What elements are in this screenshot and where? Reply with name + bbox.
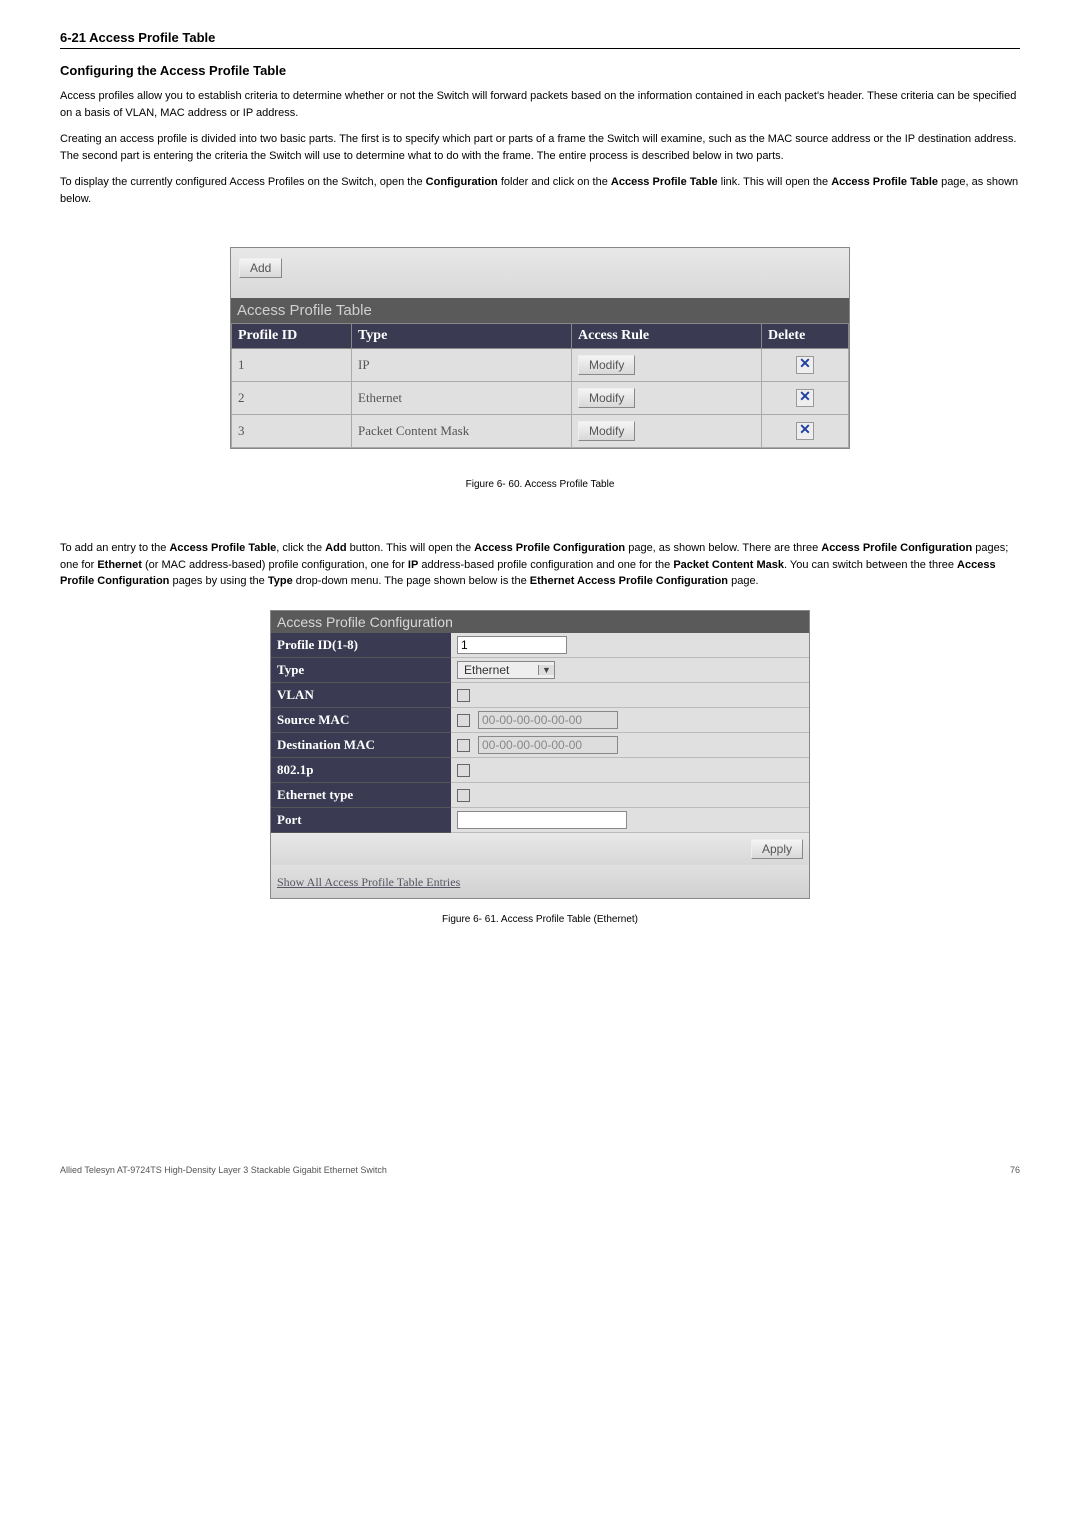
delete-icon[interactable]: ✕ <box>796 422 814 440</box>
modify-button[interactable]: Modify <box>578 355 635 375</box>
eth-type-checkbox[interactable] <box>457 789 470 802</box>
modify-button[interactable]: Modify <box>578 421 635 441</box>
col-profile-id: Profile ID <box>232 324 352 349</box>
label-type: Type <box>271 657 451 682</box>
access-profile-table: Profile ID Type Access Rule Delete 1 IP … <box>231 323 849 448</box>
col-delete: Delete <box>762 324 849 349</box>
paragraph-4: To add an entry to the Access Profile Ta… <box>60 540 1020 590</box>
table-row: 3 Packet Content Mask Modify ✕ <box>232 415 849 448</box>
delete-icon[interactable]: ✕ <box>796 356 814 374</box>
vlan-checkbox[interactable] <box>457 689 470 702</box>
delete-icon[interactable]: ✕ <box>796 389 814 407</box>
label-vlan: VLAN <box>271 682 451 707</box>
cell-type: IP <box>352 349 572 382</box>
cell-rule: Modify <box>572 349 762 382</box>
col-access-rule: Access Rule <box>572 324 762 349</box>
paragraph-2: Creating an access profile is divided in… <box>60 131 1020 164</box>
show-all-link[interactable]: Show All Access Profile Table Entries <box>271 865 809 898</box>
cell-id: 1 <box>232 349 352 382</box>
add-button[interactable]: Add <box>239 258 282 278</box>
src-mac-checkbox[interactable] <box>457 714 470 727</box>
label-dst-mac: Destination MAC <box>271 732 451 757</box>
dst-mac-checkbox[interactable] <box>457 739 470 752</box>
label-profile-id: Profile ID(1-8) <box>271 633 451 658</box>
page-footer: Allied Telesyn AT-9724TS High-Density La… <box>60 1165 1020 1175</box>
footer-left: Allied Telesyn AT-9724TS High-Density La… <box>60 1165 387 1175</box>
cell-rule: Modify <box>572 382 762 415</box>
cell-type: Packet Content Mask <box>352 415 572 448</box>
cell-id: 2 <box>232 382 352 415</box>
table-title: Access Profile Table <box>231 298 849 323</box>
config-subheading: Configuring the Access Profile Table <box>60 63 1020 78</box>
figure-1: Add Access Profile Table Profile ID Type… <box>60 247 1020 510</box>
modify-button[interactable]: Modify <box>578 388 635 408</box>
label-8021p: 802.1p <box>271 757 451 782</box>
cell-id: 3 <box>232 415 352 448</box>
chevron-down-icon: ▼ <box>538 665 554 675</box>
footer-page-number: 76 <box>1010 1165 1020 1175</box>
dst-mac-input[interactable] <box>478 736 618 754</box>
cell-delete: ✕ <box>762 382 849 415</box>
section-heading: 6-21 Access Profile Table <box>60 30 1020 49</box>
label-eth-type: Ethernet type <box>271 782 451 807</box>
paragraph-3: To display the currently configured Acce… <box>60 174 1020 207</box>
port-input[interactable] <box>457 811 627 829</box>
src-mac-input[interactable] <box>478 711 618 729</box>
cell-rule: Modify <box>572 415 762 448</box>
cell-delete: ✕ <box>762 349 849 382</box>
cell-type: Ethernet <box>352 382 572 415</box>
paragraph-1: Access profiles allow you to establish c… <box>60 88 1020 121</box>
type-select[interactable]: Ethernet▼ <box>457 661 555 679</box>
col-type: Type <box>352 324 572 349</box>
config-title: Access Profile Configuration <box>271 611 809 633</box>
figure-1-caption: Figure 6- 60. Access Profile Table <box>466 479 615 490</box>
figure-2: Access Profile Configuration Profile ID(… <box>60 610 1020 945</box>
config-table: Profile ID(1-8) Type Ethernet▼ VLAN Sour… <box>271 633 809 833</box>
table-row: 1 IP Modify ✕ <box>232 349 849 382</box>
profile-id-input[interactable] <box>457 636 567 654</box>
8021p-checkbox[interactable] <box>457 764 470 777</box>
label-port: Port <box>271 807 451 832</box>
label-src-mac: Source MAC <box>271 707 451 732</box>
cell-delete: ✕ <box>762 415 849 448</box>
table-row: 2 Ethernet Modify ✕ <box>232 382 849 415</box>
apply-button[interactable]: Apply <box>751 839 803 859</box>
figure-2-caption: Figure 6- 61. Access Profile Table (Ethe… <box>442 914 638 925</box>
